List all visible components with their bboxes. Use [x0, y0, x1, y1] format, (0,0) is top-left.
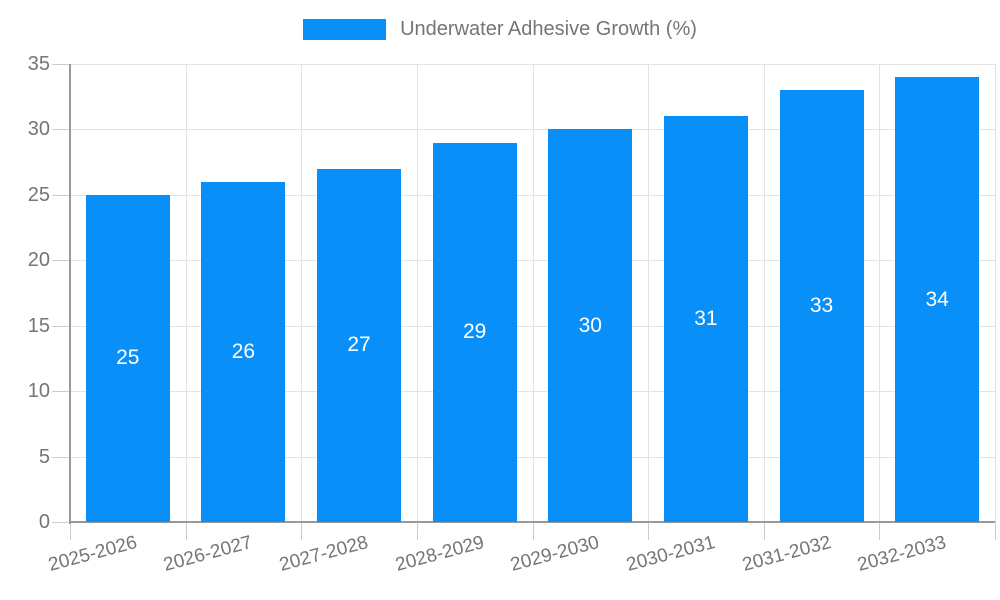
x-axis-label: 2028-2029	[392, 532, 487, 576]
gridline-v	[648, 64, 650, 522]
y-axis-label: 0	[38, 511, 50, 533]
bar-value-label: 25	[116, 346, 140, 370]
y-tick	[52, 522, 70, 523]
bar-value-label: 29	[463, 320, 487, 344]
x-axis-line	[70, 521, 995, 523]
y-tick	[52, 260, 70, 262]
bar[interactable]	[779, 90, 864, 522]
bar[interactable]	[895, 77, 980, 522]
x-axis-label: 2026-2027	[161, 532, 255, 576]
gridline-v	[301, 64, 303, 522]
x-tick	[185, 522, 187, 540]
gridline-v	[995, 64, 996, 522]
x-tick	[763, 522, 765, 540]
x-tick	[532, 522, 534, 540]
x-axis-label: 2032-2033	[855, 532, 949, 576]
bar-value-label: 33	[809, 294, 834, 318]
gridline-v	[185, 64, 187, 522]
gridline-v	[763, 64, 765, 522]
y-tick	[52, 129, 70, 131]
x-axis-label: 2025-2026	[46, 532, 140, 576]
x-axis-label: 2030-2031	[624, 532, 718, 576]
x-tick	[648, 522, 650, 540]
y-tick	[52, 325, 70, 327]
y-axis-line	[69, 64, 71, 524]
y-tick	[52, 391, 70, 393]
bar-value-label: 26	[231, 339, 256, 363]
x-axis-label: 2031-2032	[739, 532, 833, 576]
y-axis-label: 30	[27, 118, 50, 141]
y-tick	[52, 64, 70, 65]
bar[interactable]	[548, 129, 633, 522]
bar[interactable]	[663, 116, 748, 522]
bar-value-label: 31	[694, 307, 718, 331]
legend-label: Underwater Adhesive Growth (%)	[400, 18, 697, 40]
legend-swatch	[303, 19, 387, 40]
y-tick	[52, 456, 70, 458]
x-tick	[879, 522, 881, 540]
bar-value-label: 30	[578, 313, 602, 337]
y-tick	[52, 194, 70, 196]
bar-value-label: 34	[925, 287, 949, 311]
bar[interactable]	[85, 194, 170, 522]
x-tick	[301, 522, 303, 540]
y-axis-label: 5	[38, 445, 50, 468]
x-axis-label: 2029-2030	[508, 532, 602, 576]
y-axis-label: 10	[27, 380, 50, 403]
gridline-v	[532, 64, 534, 522]
x-tick	[416, 522, 418, 540]
bar-value-label: 27	[347, 333, 371, 357]
bar[interactable]	[432, 142, 517, 522]
y-axis-label: 35	[27, 53, 50, 75]
y-axis-label: 20	[27, 249, 50, 272]
bar[interactable]	[317, 168, 402, 522]
x-tick	[70, 522, 71, 540]
bar[interactable]	[201, 181, 286, 522]
legend[interactable]: Underwater Adhesive Growth (%)	[0, 18, 1000, 41]
gridline-v	[879, 64, 881, 522]
gridline-v	[416, 64, 418, 522]
x-tick	[995, 522, 996, 540]
x-axis-label: 2027-2028	[277, 532, 371, 576]
y-axis-label: 25	[27, 183, 50, 206]
y-axis-label: 15	[27, 314, 50, 337]
